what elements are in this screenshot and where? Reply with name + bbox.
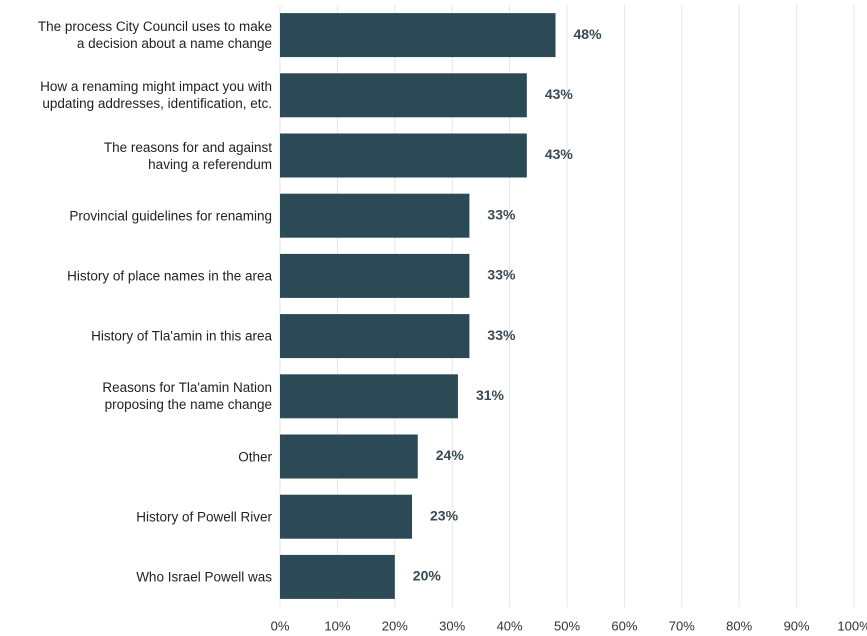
x-tick-label: 80% xyxy=(726,618,752,633)
value-label: 43% xyxy=(545,86,574,102)
value-label: 20% xyxy=(413,568,442,584)
bar xyxy=(280,494,413,539)
bar xyxy=(280,374,458,419)
x-tick-label: 40% xyxy=(497,618,523,633)
value-label: 48% xyxy=(574,26,603,42)
bar xyxy=(280,193,470,238)
bar xyxy=(280,314,470,359)
category-label: History of Tla'amin in this area xyxy=(91,328,272,344)
x-tick-label: 100% xyxy=(837,618,867,633)
category-label: Who Israel Powell was xyxy=(136,569,272,585)
value-label: 33% xyxy=(487,206,516,222)
x-tick-label: 70% xyxy=(669,618,695,633)
x-tick-label: 50% xyxy=(554,618,580,633)
category-label: Provincial guidelines for renaming xyxy=(69,208,272,224)
category-label: History of Powell River xyxy=(136,509,272,525)
value-label: 33% xyxy=(487,327,516,343)
bar xyxy=(280,73,527,118)
x-tick-label: 20% xyxy=(382,618,408,633)
value-label: 33% xyxy=(487,267,516,283)
x-tick-label: 60% xyxy=(611,618,637,633)
x-tick-label: 90% xyxy=(784,618,810,633)
category-label: Other xyxy=(238,449,272,464)
value-label: 24% xyxy=(436,447,465,463)
x-tick-label: 0% xyxy=(271,618,290,633)
bar xyxy=(280,253,470,298)
category-label: The reasons for and against having a ref… xyxy=(103,139,272,172)
value-label: 23% xyxy=(430,507,459,523)
bar xyxy=(280,434,418,479)
value-label: 43% xyxy=(545,146,574,162)
category-label: The process City Council uses to make a … xyxy=(37,19,272,52)
value-label: 31% xyxy=(476,387,505,403)
bar xyxy=(280,133,527,178)
x-tick-label: 10% xyxy=(324,618,350,633)
x-tick-label: 30% xyxy=(439,618,465,633)
bar xyxy=(280,13,556,58)
category-label: History of place names in the area xyxy=(67,268,272,284)
category-label: How a renaming might impact you with upd… xyxy=(40,79,272,112)
bar xyxy=(280,554,395,599)
category-label: Reasons for Tla'amin Nation proposing th… xyxy=(102,380,272,413)
